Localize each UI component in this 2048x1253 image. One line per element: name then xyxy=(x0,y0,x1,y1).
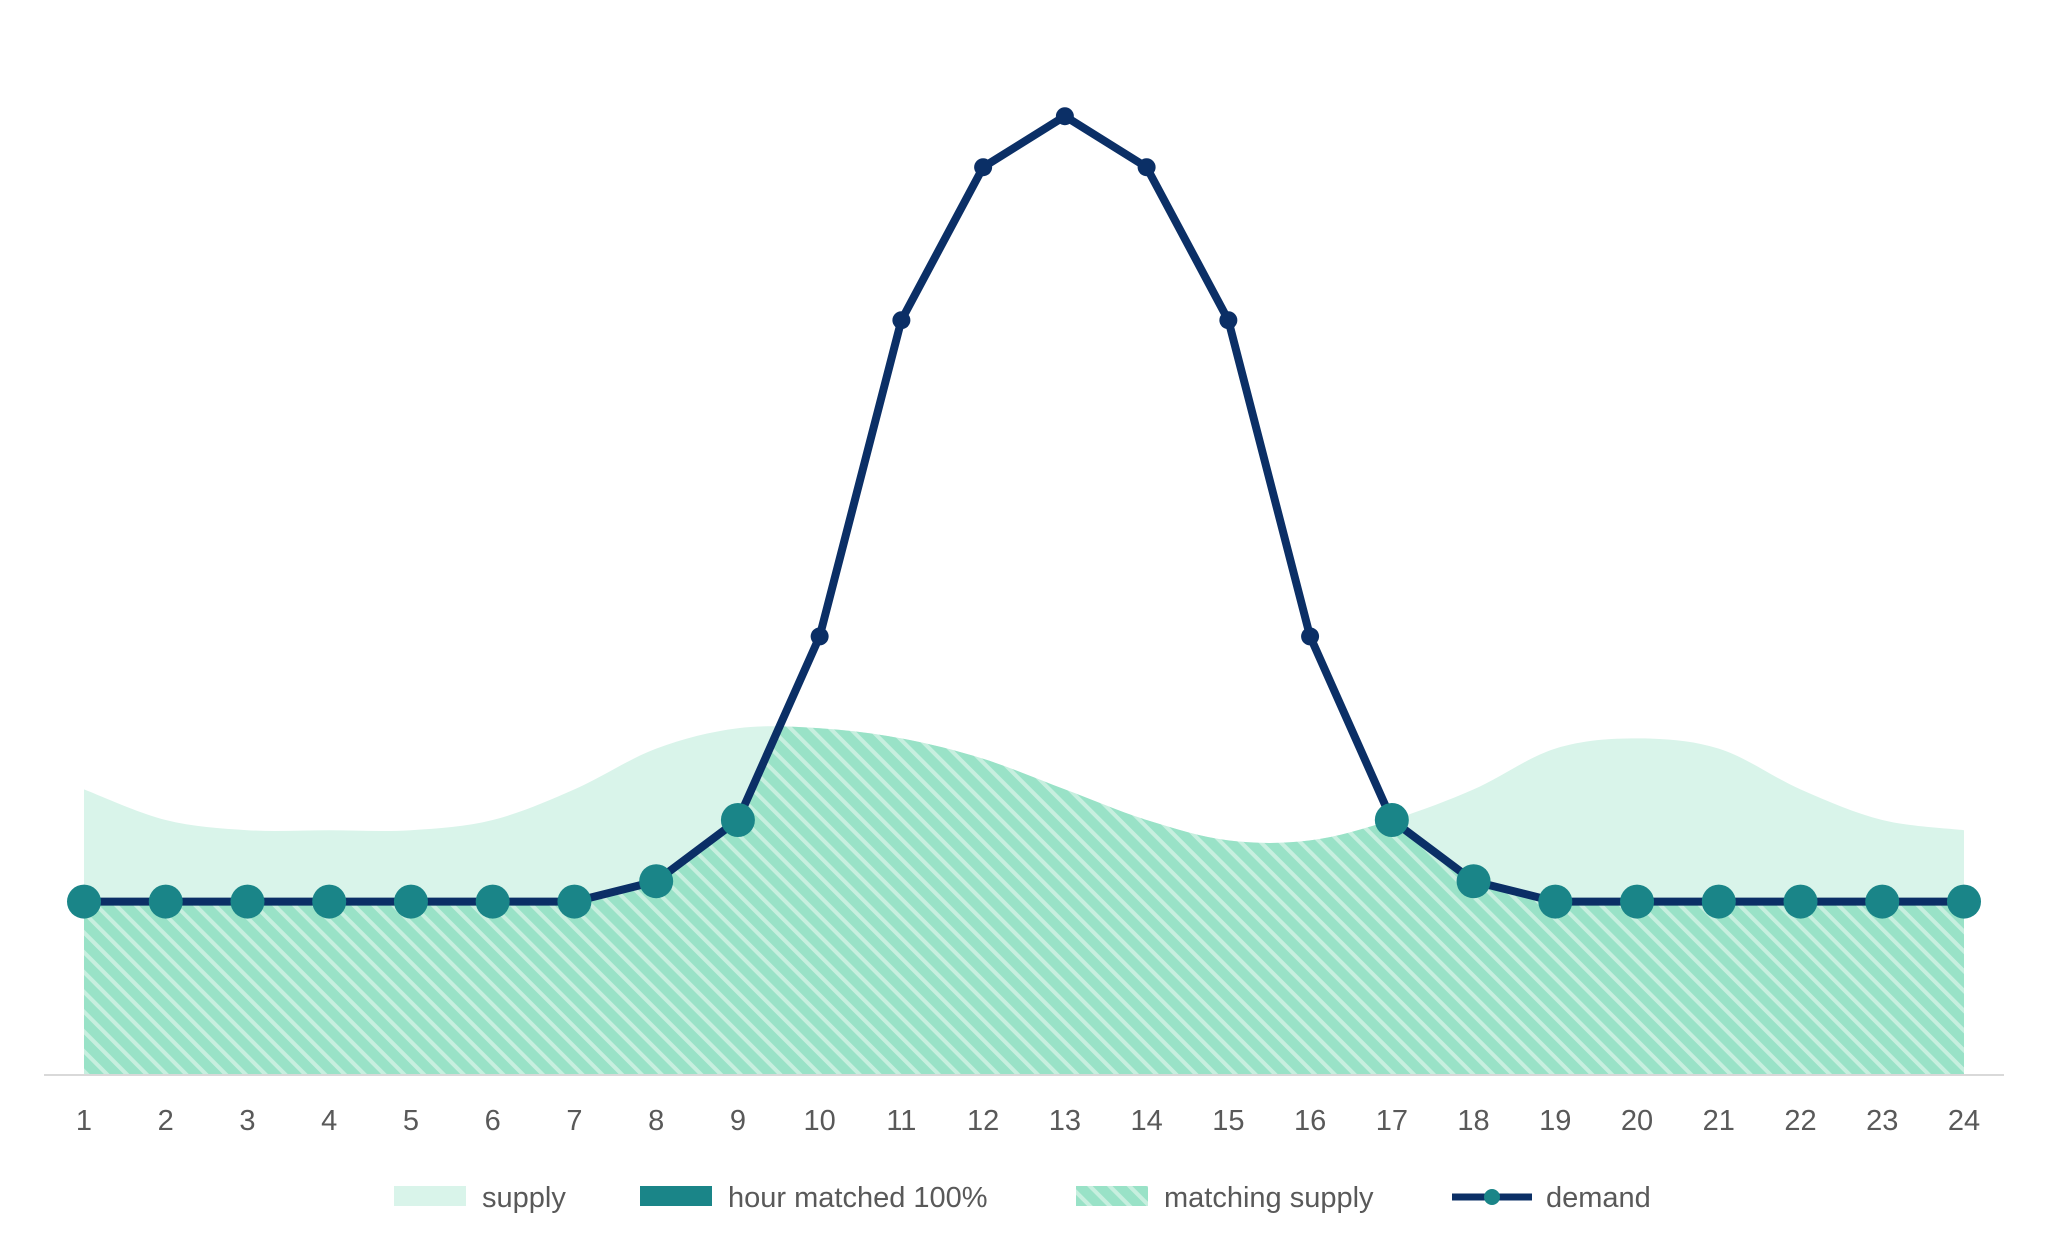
demand-point-12 xyxy=(974,158,993,177)
legend-item-demand: demand xyxy=(1452,1182,1651,1214)
hour-matched-marker-8 xyxy=(639,864,674,899)
x-tick-label: 16 xyxy=(1294,1105,1326,1137)
x-tick-label: 10 xyxy=(804,1105,836,1137)
x-tick-label: 14 xyxy=(1130,1105,1162,1137)
legend-swatch xyxy=(1076,1186,1148,1206)
hour-matched-marker-9 xyxy=(720,803,755,837)
legend-swatch xyxy=(640,1186,712,1206)
legend-label: hour matched 100% xyxy=(728,1182,988,1214)
legend-item-supply: supply xyxy=(394,1182,566,1214)
hour-matched-marker-18 xyxy=(1456,864,1491,899)
x-tick-label: 22 xyxy=(1784,1105,1816,1137)
hour-matched-marker-4 xyxy=(312,884,347,919)
hour-matched-marker-20 xyxy=(1620,884,1655,919)
legend-label: supply xyxy=(482,1182,566,1214)
demand-point-15 xyxy=(1219,311,1238,330)
demand-point-11 xyxy=(892,311,911,330)
x-tick-label: 20 xyxy=(1621,1105,1653,1137)
x-tick-label: 21 xyxy=(1703,1105,1735,1137)
demand-point-16 xyxy=(1301,627,1320,646)
x-tick-label: 5 xyxy=(403,1105,419,1137)
x-tick-label: 8 xyxy=(648,1105,664,1137)
hour-matched-marker-22 xyxy=(1783,884,1818,919)
x-tick-label: 4 xyxy=(321,1105,337,1137)
x-tick-label: 11 xyxy=(886,1105,916,1137)
legend-swatch-marker xyxy=(1484,1189,1500,1205)
demand-point-14 xyxy=(1137,158,1156,177)
hour-matched-marker-7 xyxy=(557,884,592,919)
legend-label: matching supply xyxy=(1164,1182,1374,1214)
hour-matched-marker-6 xyxy=(475,884,510,919)
x-tick-label: 23 xyxy=(1866,1105,1898,1137)
hour-matched-marker-3 xyxy=(230,884,265,919)
hour-matched-marker-2 xyxy=(148,884,183,919)
hour-matched-marker-21 xyxy=(1701,884,1736,919)
x-tick-label: 17 xyxy=(1376,1105,1408,1137)
hour-matched-marker-24 xyxy=(1947,884,1981,919)
x-tick-label: 12 xyxy=(967,1105,999,1137)
x-tick-label: 1 xyxy=(76,1105,92,1137)
x-tick-label: 24 xyxy=(1948,1105,1980,1137)
x-tick-label: 15 xyxy=(1212,1105,1244,1137)
hour-matched-marker-17 xyxy=(1374,803,1409,837)
x-tick-label: 7 xyxy=(566,1105,582,1137)
x-tick-label: 13 xyxy=(1049,1105,1081,1137)
x-tick-label: 6 xyxy=(485,1105,501,1137)
hour-matched-marker-1 xyxy=(67,884,101,919)
demand-point-10 xyxy=(810,627,829,646)
legend-swatch xyxy=(394,1186,466,1206)
x-tick-label: 18 xyxy=(1457,1105,1489,1137)
x-tick-label: 3 xyxy=(239,1105,255,1137)
legend-item-hour-matched-100: hour matched 100% xyxy=(640,1182,988,1214)
demand-point-13 xyxy=(1055,107,1074,126)
x-tick-label: 9 xyxy=(730,1105,746,1137)
legend-item-matching-supply: matching supply xyxy=(1076,1182,1374,1214)
x-tick-label: 2 xyxy=(158,1105,174,1137)
legend-label: demand xyxy=(1546,1182,1651,1214)
hour-matched-marker-5 xyxy=(393,884,428,919)
hour-matched-marker-23 xyxy=(1865,884,1900,919)
x-tick-label: 19 xyxy=(1539,1105,1571,1137)
hour-matched-marker-19 xyxy=(1538,884,1573,919)
